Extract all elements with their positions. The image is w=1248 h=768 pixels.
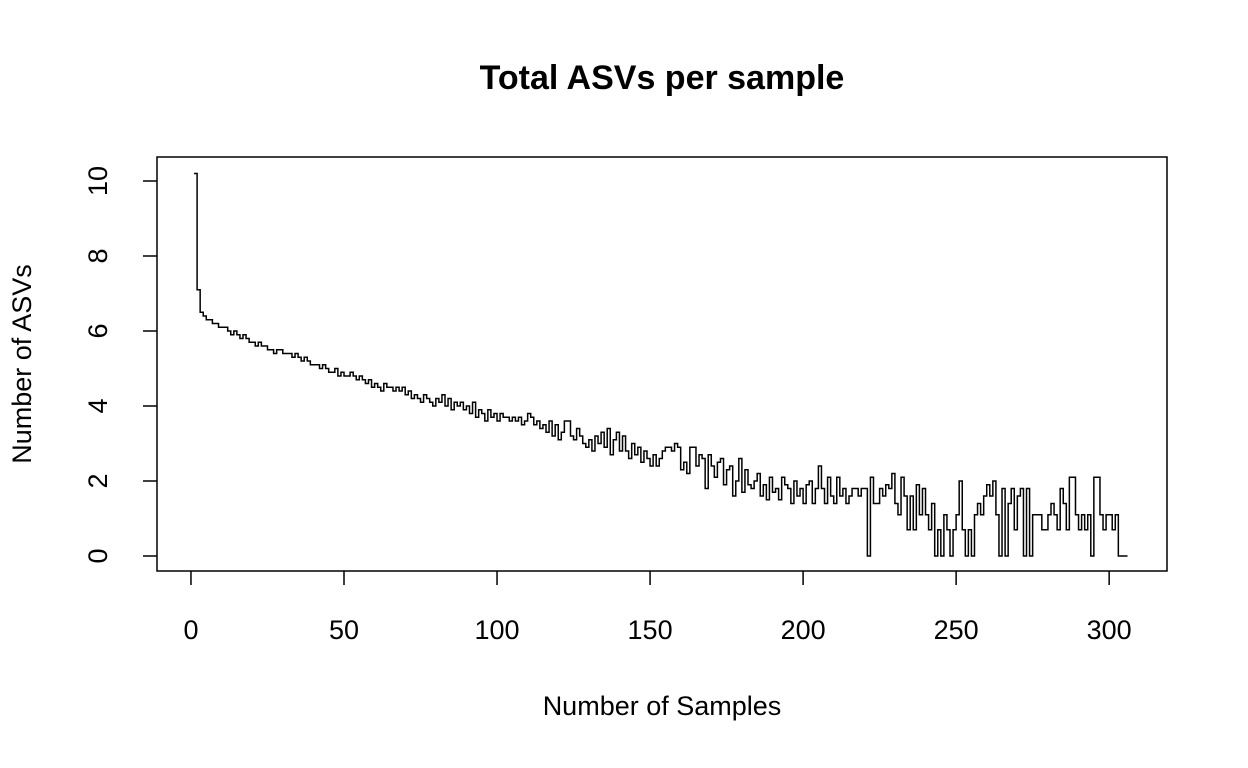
y-tick-label: 6: [83, 323, 113, 338]
chart-title: Total ASVs per sample: [480, 59, 845, 97]
y-axis-label: Number of ASVs: [7, 264, 37, 464]
x-tick-label: 0: [183, 615, 198, 645]
step-line: [194, 172, 1128, 557]
x-tick-label: 150: [628, 615, 673, 645]
x-tick-label: 200: [781, 615, 826, 645]
y-tick-label: 4: [83, 398, 113, 413]
x-tick-label: 300: [1087, 615, 1132, 645]
y-tick-label: 10: [83, 166, 113, 196]
plot-frame: [156, 156, 1168, 572]
y-tick-label: 2: [83, 473, 113, 488]
y-tick-label: 0: [83, 548, 113, 563]
x-axis-label: Number of Samples: [543, 691, 782, 721]
x-tick-label: 100: [475, 615, 520, 645]
x-tick-label: 50: [329, 615, 359, 645]
y-tick-label: 8: [83, 248, 113, 263]
x-tick-label: 250: [934, 615, 979, 645]
